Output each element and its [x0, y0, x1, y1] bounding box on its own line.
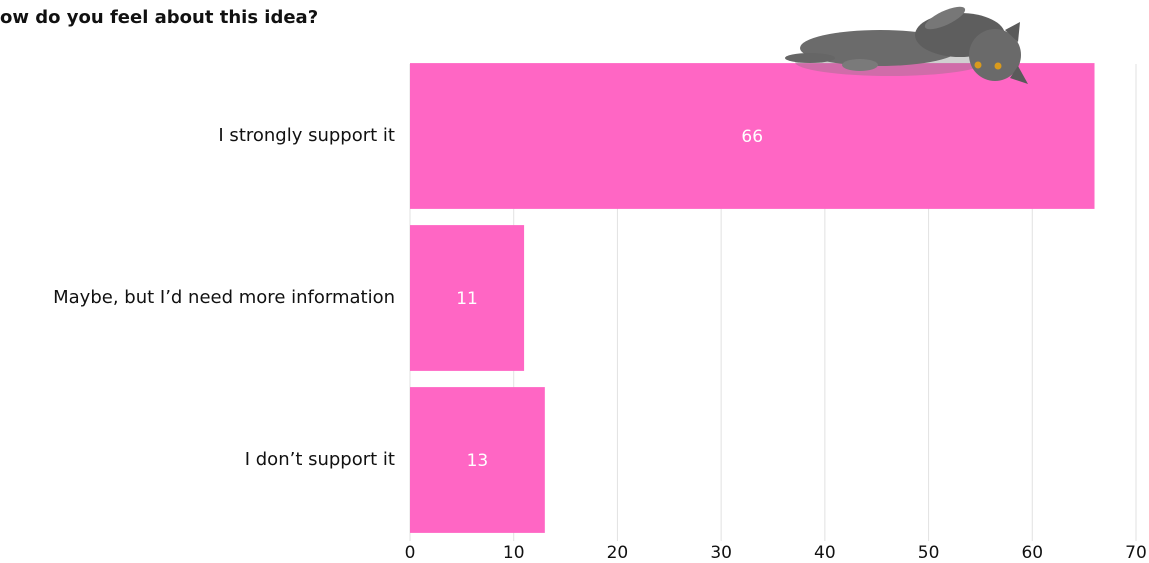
- y-tick-label: I don’t support it: [245, 449, 395, 470]
- chart-title: ow do you feel about this idea?: [0, 7, 318, 28]
- cat-eye: [974, 61, 982, 69]
- bar: [410, 387, 545, 533]
- y-tick-label: Maybe, but I’d need more information: [53, 287, 395, 308]
- value-label: 11: [456, 289, 478, 309]
- y-tick-label: I strongly support it: [218, 125, 395, 146]
- cat-tail: [785, 53, 835, 63]
- x-tick-label: 50: [918, 543, 940, 563]
- x-tick-label: 60: [1021, 543, 1043, 563]
- x-tick-label: 20: [607, 543, 629, 563]
- cat-eye: [994, 62, 1002, 70]
- x-tick-label: 40: [814, 543, 836, 563]
- bar: [410, 63, 1095, 209]
- x-tick-label: 10: [503, 543, 525, 563]
- bar: [410, 225, 525, 371]
- x-tick-label: 0: [405, 543, 416, 563]
- cat-illustration: [785, 6, 1028, 84]
- cat-ear: [1005, 22, 1020, 42]
- value-label: 13: [467, 451, 489, 471]
- value-label: 66: [741, 127, 763, 147]
- x-tick-label: 70: [1125, 543, 1147, 563]
- cat-head: [969, 29, 1021, 81]
- marks: 66 11 13: [410, 63, 1095, 533]
- cat-paw: [842, 59, 878, 71]
- cat-ear: [1010, 66, 1028, 84]
- x-tick-label: 30: [710, 543, 732, 563]
- cat-paw: [924, 6, 966, 30]
